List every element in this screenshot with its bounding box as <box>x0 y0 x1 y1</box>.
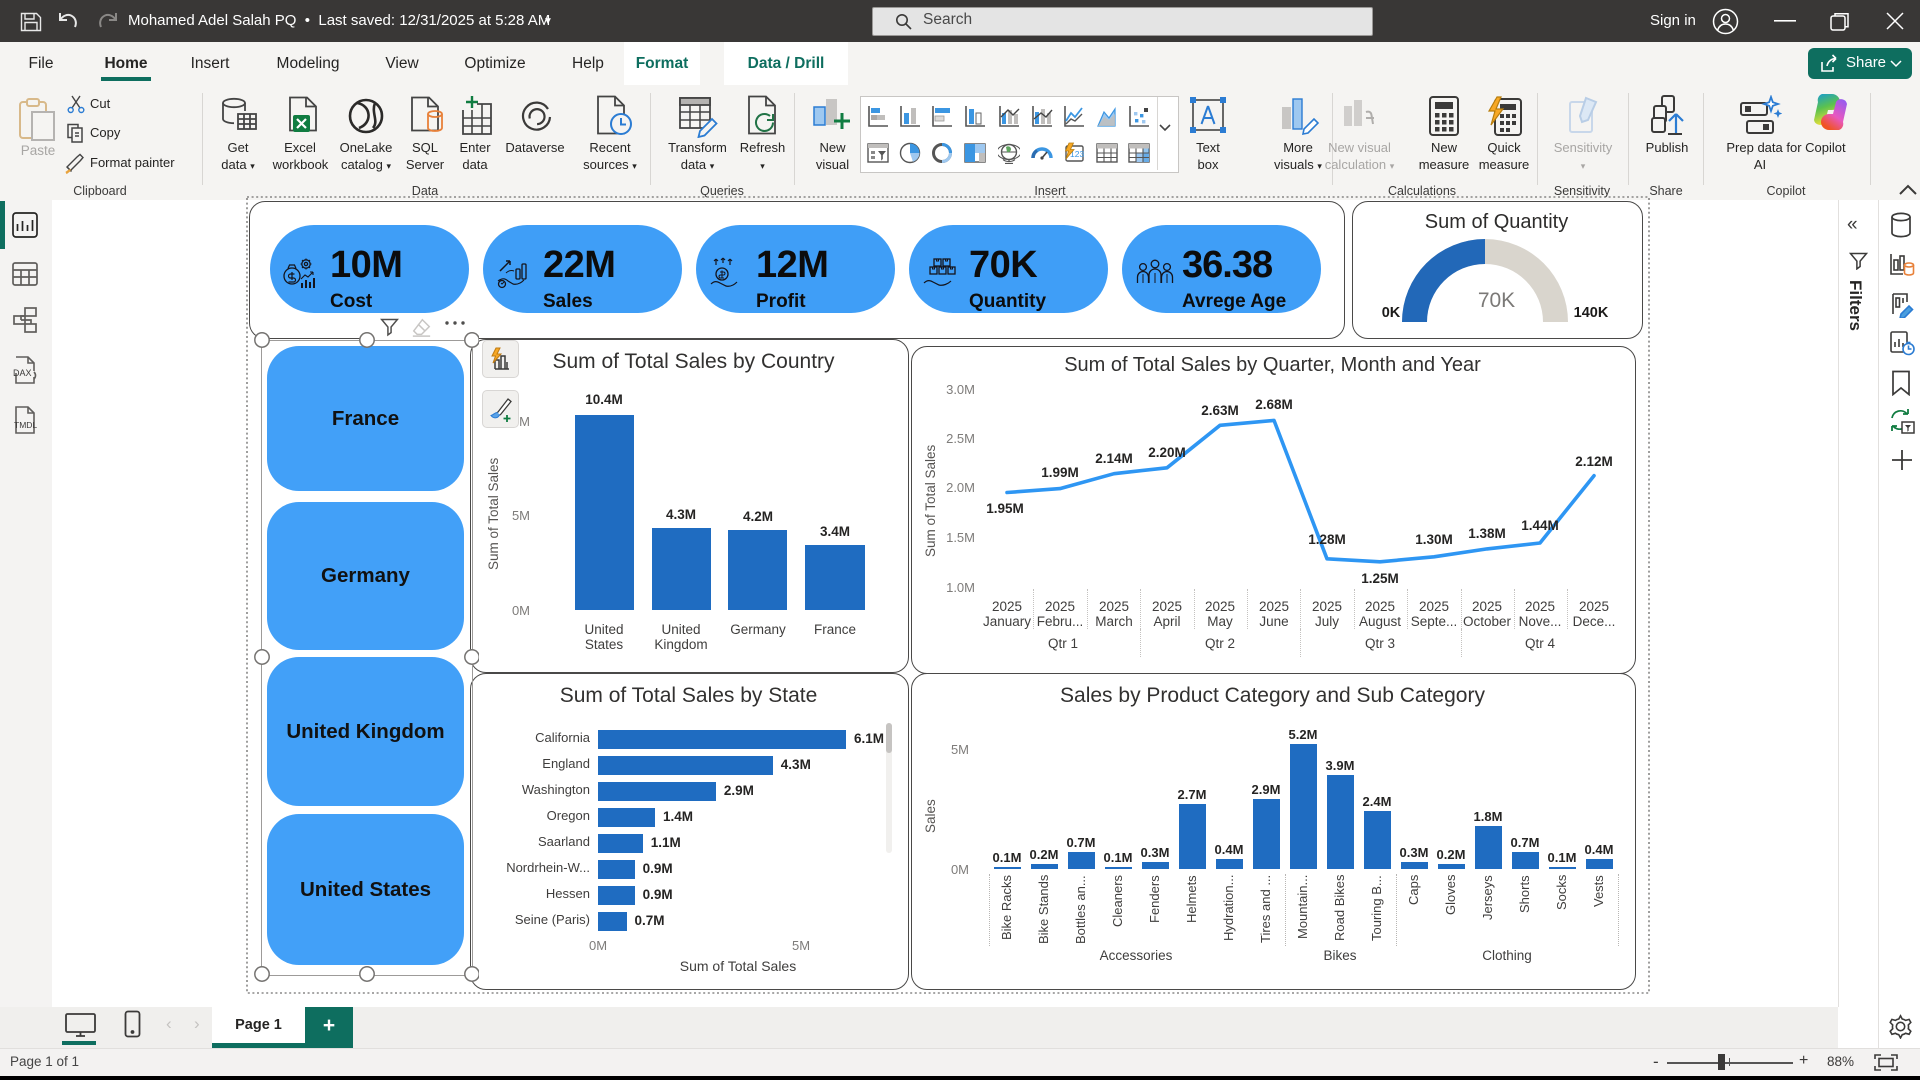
svg-text:123: 123 <box>1070 149 1084 159</box>
svg-text:TMDL: TMDL <box>14 420 37 430</box>
svg-text:DAX: DAX <box>13 368 32 378</box>
